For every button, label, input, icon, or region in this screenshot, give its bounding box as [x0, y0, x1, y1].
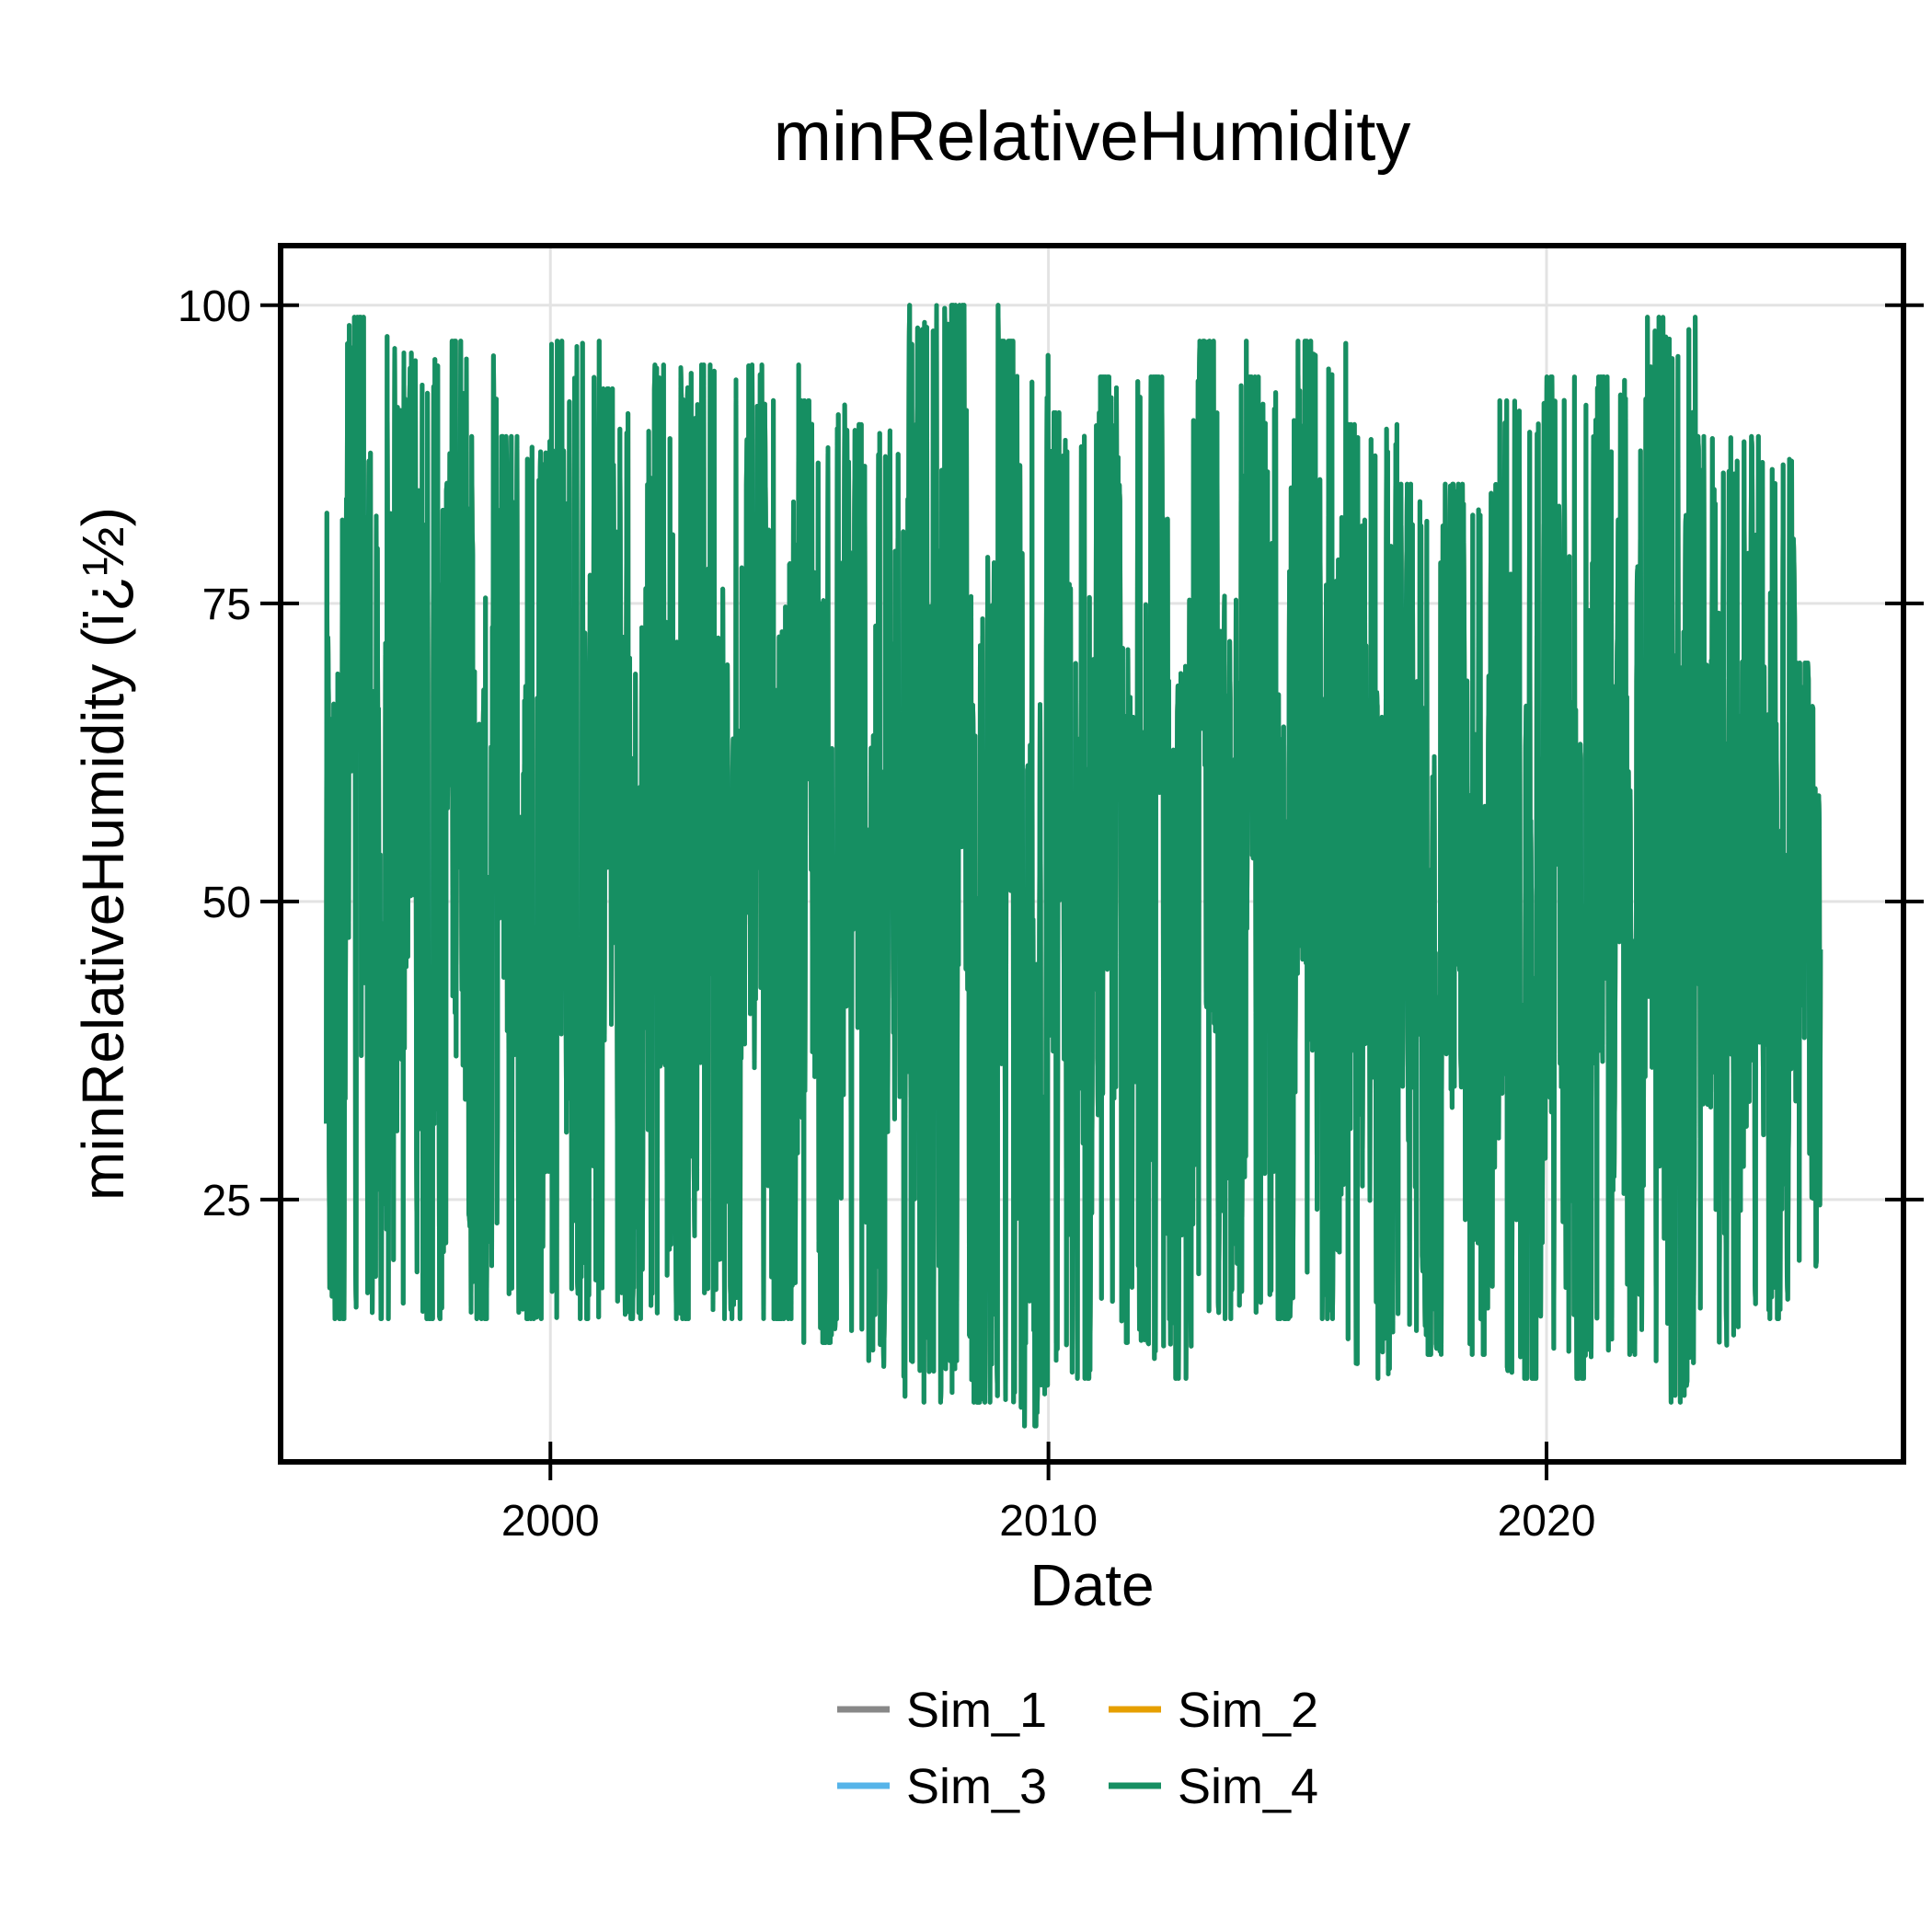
legend-label: Sim_4 — [1178, 1759, 1318, 1814]
legend: Sim_1 Sim_2 Sim_3 Sim_4 — [837, 1683, 1318, 1814]
y-tick-label: 50 — [202, 879, 251, 927]
y-tick-label: 100 — [178, 282, 251, 331]
legend-label: Sim_1 — [906, 1683, 1047, 1738]
axis-ticks: 2000 2010 2020 25 50 75 100 — [178, 282, 1924, 1546]
y-tick-label: 25 — [202, 1177, 251, 1225]
x-tick-label: 2000 — [501, 1497, 600, 1546]
legend-label: Sim_2 — [1178, 1683, 1318, 1738]
chart-title: minRelativeHumidity — [774, 98, 1411, 176]
y-axis-title: minRelativeHumidity (ï¿½) — [70, 507, 136, 1201]
x-tick-label: 2020 — [1498, 1497, 1596, 1546]
x-tick-label: 2010 — [999, 1497, 1098, 1546]
series-line-sim-4 — [324, 303, 1823, 1429]
x-axis-title: Date — [1029, 1552, 1154, 1618]
y-tick-label: 75 — [202, 581, 251, 629]
series-lines — [324, 303, 1823, 1429]
plot-frame — [278, 243, 1906, 1465]
legend-label: Sim_3 — [906, 1759, 1047, 1814]
